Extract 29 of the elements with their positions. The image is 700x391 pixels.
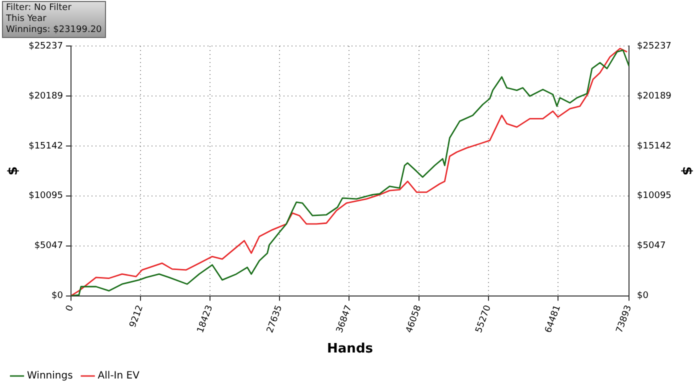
x-tick-label: 27635	[266, 304, 285, 334]
x-tick-label: 46058	[404, 304, 424, 334]
x-tick-label: 64481	[544, 304, 563, 334]
y-tick-label: $15142	[28, 141, 63, 152]
y2-axis-title: $	[678, 166, 694, 176]
x-tick-label: 55270	[474, 304, 494, 334]
y-tick-label: $5047	[34, 241, 63, 252]
y2-tick-label: $10095	[637, 191, 672, 202]
y2-tick-label: $5047	[637, 241, 666, 252]
x-tick-label: 0	[64, 304, 76, 313]
y2-tick-label: $0	[637, 291, 649, 302]
x-tick-label: 36847	[335, 304, 354, 334]
y-axis-title: $	[6, 166, 22, 176]
y2-tick-label: $25237	[637, 41, 672, 52]
y-tick-label: $20189	[28, 91, 64, 102]
text: Filter: No Filter	[6, 3, 72, 14]
y2-tick-label: $20189	[637, 91, 672, 102]
x-axis-title: Hands	[327, 342, 374, 357]
text: Winnings: $23199.20	[6, 25, 102, 36]
legend-label: Winnings	[27, 370, 73, 382]
x-tick-label: 18423	[196, 304, 216, 334]
text: This Year	[6, 14, 48, 25]
y-tick-label: $0	[52, 291, 64, 302]
y2-tick-label: $15142	[637, 141, 672, 152]
y-tick-label: $25237	[28, 41, 63, 52]
x-tick-label: 73893	[614, 304, 634, 334]
x-tick-label: 9212	[128, 304, 146, 329]
legend-label: All-In EV	[98, 370, 140, 382]
y-tick-label: $10095	[28, 191, 63, 202]
